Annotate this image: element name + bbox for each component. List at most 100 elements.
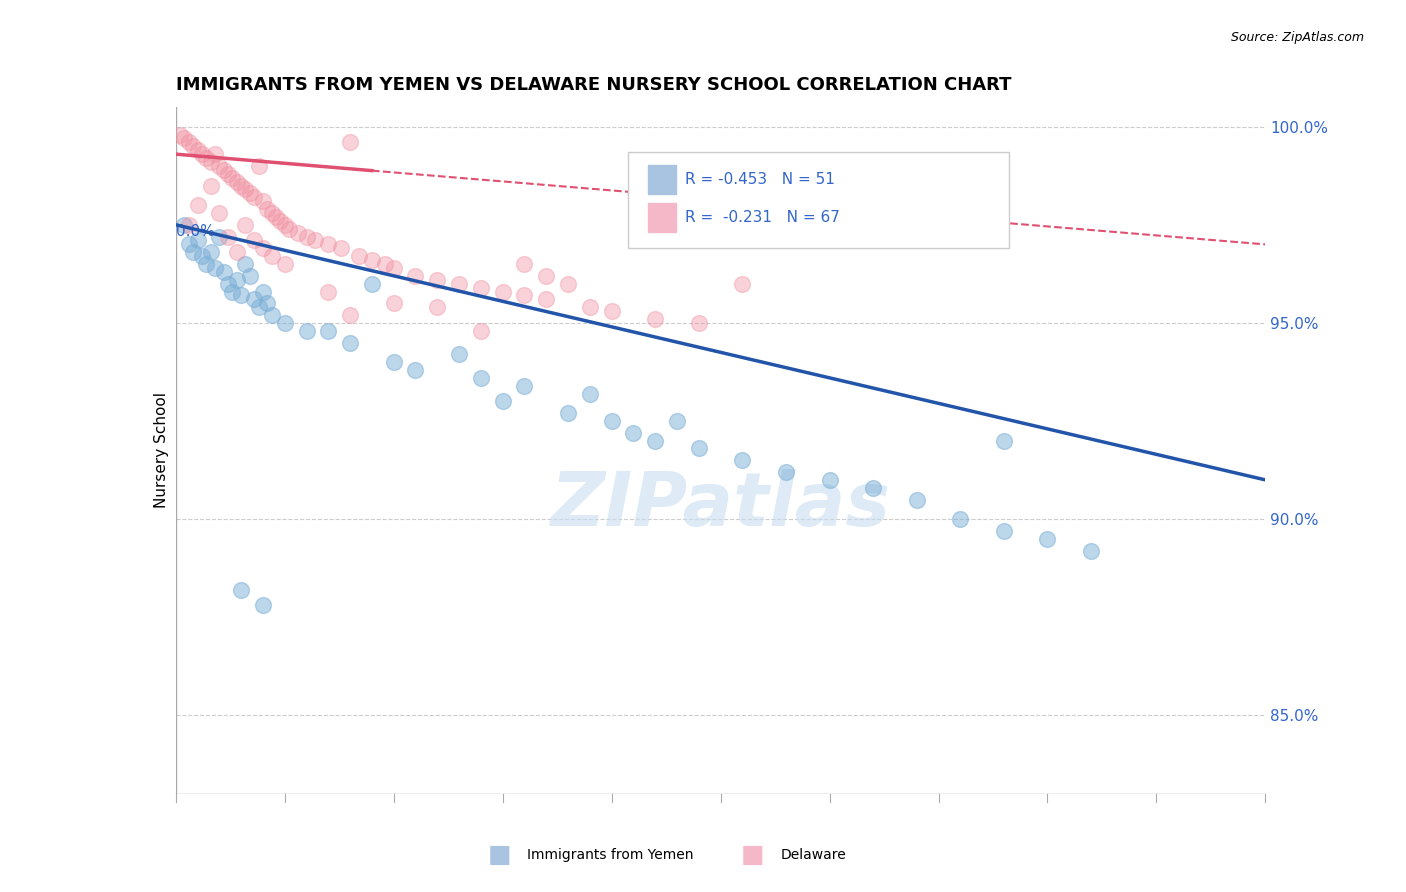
Point bbox=[447, 347, 470, 361]
Point bbox=[235, 257, 257, 271]
Point bbox=[186, 143, 209, 157]
Point bbox=[1080, 543, 1102, 558]
Point bbox=[204, 147, 226, 161]
Point bbox=[339, 335, 361, 350]
Point bbox=[217, 167, 239, 181]
Point bbox=[173, 131, 195, 145]
Text: IMMIGRANTS FROM YEMEN VS DELAWARE NURSERY SCHOOL CORRELATION CHART: IMMIGRANTS FROM YEMEN VS DELAWARE NURSER… bbox=[176, 77, 1011, 95]
Text: Delaware: Delaware bbox=[780, 847, 846, 862]
Point bbox=[666, 414, 689, 428]
Point bbox=[688, 316, 710, 330]
FancyBboxPatch shape bbox=[628, 152, 1010, 248]
Point bbox=[274, 257, 297, 271]
Point bbox=[173, 218, 195, 232]
Point bbox=[225, 273, 247, 287]
Point bbox=[181, 139, 204, 153]
Point bbox=[993, 434, 1015, 448]
Point bbox=[260, 249, 283, 263]
Point bbox=[492, 394, 515, 409]
Point bbox=[191, 249, 214, 263]
Text: R = -0.453   N = 51: R = -0.453 N = 51 bbox=[685, 172, 835, 187]
Point bbox=[339, 136, 361, 150]
Point bbox=[862, 481, 884, 495]
Point bbox=[492, 285, 515, 299]
Point bbox=[600, 414, 623, 428]
Point bbox=[239, 186, 262, 201]
Point bbox=[204, 260, 226, 275]
Point bbox=[247, 159, 270, 173]
Point bbox=[235, 182, 257, 196]
Point bbox=[644, 434, 666, 448]
Point bbox=[579, 300, 602, 314]
Point bbox=[318, 324, 340, 338]
Point bbox=[557, 406, 579, 420]
Point bbox=[264, 210, 287, 224]
Point bbox=[169, 128, 191, 142]
Point bbox=[260, 206, 283, 220]
Point bbox=[470, 280, 492, 294]
Point bbox=[731, 453, 754, 467]
Point bbox=[217, 277, 239, 291]
Point bbox=[186, 198, 209, 212]
Point bbox=[304, 234, 326, 248]
Point bbox=[579, 386, 602, 401]
Point bbox=[330, 241, 353, 255]
Point bbox=[295, 324, 318, 338]
Point bbox=[470, 324, 492, 338]
Point bbox=[231, 582, 253, 597]
Point bbox=[644, 312, 666, 326]
Point bbox=[1036, 532, 1059, 546]
Y-axis label: Nursery School: Nursery School bbox=[153, 392, 169, 508]
Point bbox=[274, 316, 297, 330]
Text: Source: ZipAtlas.com: Source: ZipAtlas.com bbox=[1230, 31, 1364, 45]
Point bbox=[243, 234, 266, 248]
Point bbox=[405, 268, 427, 283]
Point bbox=[212, 265, 235, 279]
Point bbox=[181, 245, 204, 260]
Point bbox=[318, 285, 340, 299]
Point bbox=[252, 194, 274, 209]
Point bbox=[208, 206, 231, 220]
Point bbox=[256, 296, 278, 310]
Point bbox=[274, 218, 297, 232]
Point bbox=[260, 308, 283, 322]
Point bbox=[993, 524, 1015, 538]
Point bbox=[382, 355, 405, 369]
Point bbox=[405, 363, 427, 377]
Point bbox=[243, 293, 266, 307]
Point bbox=[212, 162, 235, 177]
Point bbox=[177, 237, 200, 252]
Point bbox=[247, 300, 270, 314]
Text: Immigrants from Yemen: Immigrants from Yemen bbox=[527, 847, 693, 862]
Point bbox=[191, 147, 214, 161]
Point bbox=[688, 442, 710, 456]
Point bbox=[252, 241, 274, 255]
Point bbox=[195, 257, 218, 271]
Text: ZIPatlas: ZIPatlas bbox=[551, 469, 890, 542]
Point bbox=[360, 277, 382, 291]
Point bbox=[534, 293, 557, 307]
Point bbox=[287, 226, 309, 240]
Point bbox=[200, 178, 222, 193]
Point bbox=[382, 296, 405, 310]
Point bbox=[217, 229, 239, 244]
Point bbox=[818, 473, 841, 487]
Point bbox=[621, 425, 644, 440]
Point bbox=[243, 190, 266, 204]
Point bbox=[905, 492, 928, 507]
Point bbox=[447, 277, 470, 291]
FancyBboxPatch shape bbox=[648, 203, 676, 232]
Point bbox=[295, 229, 318, 244]
Point bbox=[252, 285, 274, 299]
Point bbox=[382, 260, 405, 275]
Point bbox=[360, 253, 382, 268]
Point bbox=[221, 170, 243, 185]
Point bbox=[731, 277, 754, 291]
Point bbox=[235, 218, 257, 232]
Point bbox=[208, 159, 231, 173]
Point bbox=[278, 221, 301, 235]
Point bbox=[177, 218, 200, 232]
Point bbox=[195, 151, 218, 165]
Point bbox=[339, 308, 361, 322]
Point bbox=[269, 214, 291, 228]
